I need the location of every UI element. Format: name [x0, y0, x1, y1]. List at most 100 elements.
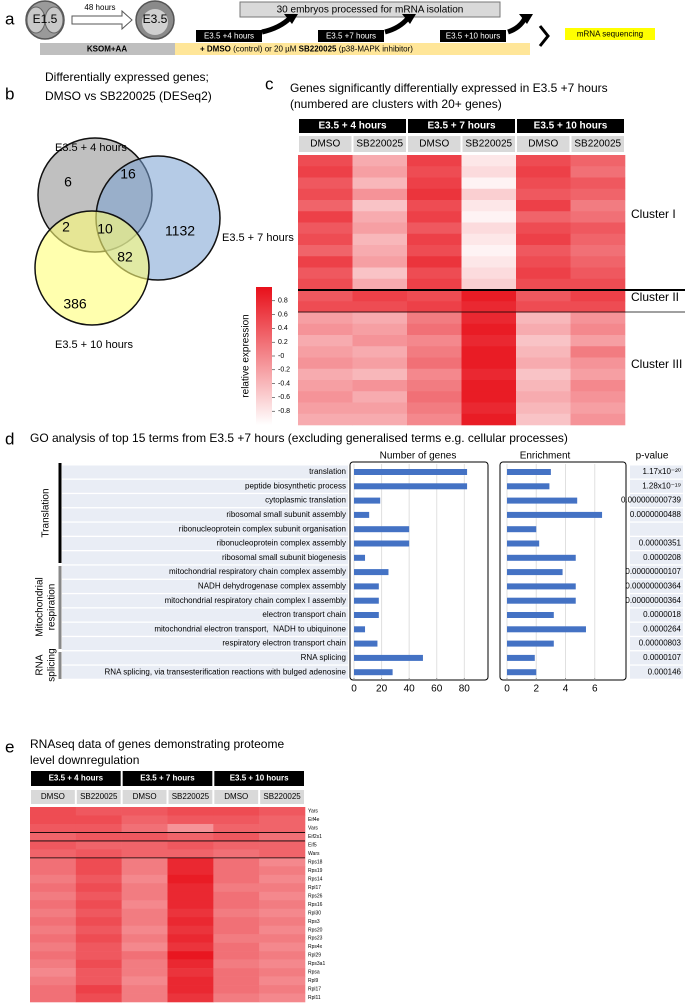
heatmap-cell	[30, 985, 77, 994]
heatmap-cell	[213, 959, 260, 969]
heatmap-cell	[516, 278, 571, 291]
column-header: SB220025	[356, 139, 403, 150]
heatmap-cell	[30, 951, 77, 960]
bar	[507, 597, 576, 604]
heatmap-cell	[461, 312, 517, 325]
venn-count: 16	[120, 166, 136, 182]
heatmap-cell	[516, 155, 571, 167]
p-value-header: p-value	[636, 451, 669, 462]
gene-label: Rpl9	[308, 978, 319, 984]
heatmap-cell	[352, 391, 408, 403]
heatmap-cell	[30, 934, 77, 943]
bar	[354, 640, 378, 647]
heatmap-cell	[461, 200, 517, 212]
heatmap-cell	[30, 883, 77, 893]
heatmap-cell	[516, 177, 571, 190]
heatmap-cell	[407, 391, 462, 403]
heatmap-cell	[121, 832, 168, 842]
gene-label: Eif5	[308, 842, 317, 848]
heatmap-cell	[167, 942, 214, 952]
heatmap-cell	[75, 840, 122, 850]
gene-label: Eif2s1	[308, 834, 322, 840]
heatmap-cell	[570, 346, 626, 358]
heatmap-cell	[516, 166, 571, 178]
timepoint-label: E3.5 +4 hours	[204, 32, 254, 41]
heatmap-cell	[461, 155, 517, 167]
heatmap-cell	[570, 245, 626, 257]
heatmap-cell	[461, 267, 517, 280]
heatmap-cell	[167, 908, 214, 918]
gene-label: Eif4e	[308, 817, 320, 823]
p-value: 0.0000208	[643, 553, 681, 562]
heatmap-cell	[259, 942, 306, 952]
cluster-label: Cluster II	[631, 290, 679, 304]
heatmap-cell	[213, 976, 260, 986]
heatmap-cell	[570, 368, 626, 381]
bar	[507, 654, 535, 661]
column-header: DMSO	[224, 792, 248, 801]
heatmap-cell	[298, 368, 353, 381]
row-band	[62, 551, 348, 565]
heatmap-cell	[167, 951, 214, 960]
heatmap-cell	[570, 267, 626, 280]
chart-frame	[349, 461, 489, 681]
bar	[354, 583, 379, 590]
heatmap-cell	[516, 200, 571, 212]
x-tick-label: 6	[592, 684, 598, 695]
group-header: E3.5 + 10 hours	[230, 774, 289, 783]
heatmap-cell	[75, 857, 122, 867]
row-band	[62, 579, 348, 593]
heatmap-cell	[30, 866, 77, 876]
heatmap-cell	[30, 959, 77, 969]
heatmap-cell	[167, 959, 214, 969]
group-header: E3.5 + 10 hours	[534, 121, 608, 132]
heatmap-cell	[121, 891, 168, 901]
go-term: NADH dehydrogenase complex assembly	[198, 582, 346, 591]
column-header-box	[260, 790, 304, 804]
heatmap-cell	[352, 301, 408, 313]
heatmap-cell	[407, 312, 462, 325]
heatmap-cell	[516, 233, 571, 246]
heatmap-title: (numbered are clusters with 20+ genes)	[290, 97, 502, 111]
heatmap-cell	[407, 211, 462, 223]
bar	[354, 554, 366, 561]
heatmap-cell	[461, 278, 517, 291]
heatmap-cell	[121, 951, 168, 960]
group-header: E3.5 + 7 hours	[140, 774, 195, 783]
heatmap-cell	[213, 874, 260, 884]
heatmap-cell	[75, 951, 122, 960]
heatmap-cell	[407, 177, 462, 190]
heatmap-cell	[121, 925, 168, 935]
row-band	[62, 508, 348, 522]
heatmap-cell	[259, 993, 306, 1003]
row-band	[62, 608, 348, 622]
heatmap-cell	[213, 815, 260, 825]
heatmap-cell	[461, 346, 517, 358]
heatmap-cell	[167, 883, 214, 893]
venn-count: 10	[97, 221, 113, 237]
venn-count: 386	[63, 296, 87, 312]
p-value: 1.28x10⁻¹⁹	[642, 481, 681, 490]
column-header: DMSO	[133, 792, 157, 801]
gene-label: Yars	[308, 809, 318, 815]
bar	[507, 526, 537, 533]
heatmap-cell	[298, 346, 353, 358]
heatmap-cell	[352, 267, 408, 280]
group-label: RNA	[35, 654, 46, 675]
colorbar-tick-label: 0.6	[278, 311, 288, 318]
heatmap-cell	[213, 857, 260, 867]
group-label: Mitochondrial	[35, 577, 46, 636]
go-term: ribosomal small subunit biogenesis	[222, 553, 346, 562]
heatmap-cell	[75, 925, 122, 935]
panel-a-shapes	[25, 0, 655, 55]
heatmap-cell	[298, 188, 353, 201]
heatmap-cell	[259, 832, 306, 842]
heatmap-cell	[461, 323, 517, 336]
column-header-box	[31, 790, 75, 804]
heatmap-cell	[167, 857, 214, 867]
heatmap-cell	[298, 357, 353, 370]
heatmap-cell	[298, 380, 353, 392]
heatmap-cell	[75, 959, 122, 969]
heatmap-cell	[352, 188, 408, 201]
